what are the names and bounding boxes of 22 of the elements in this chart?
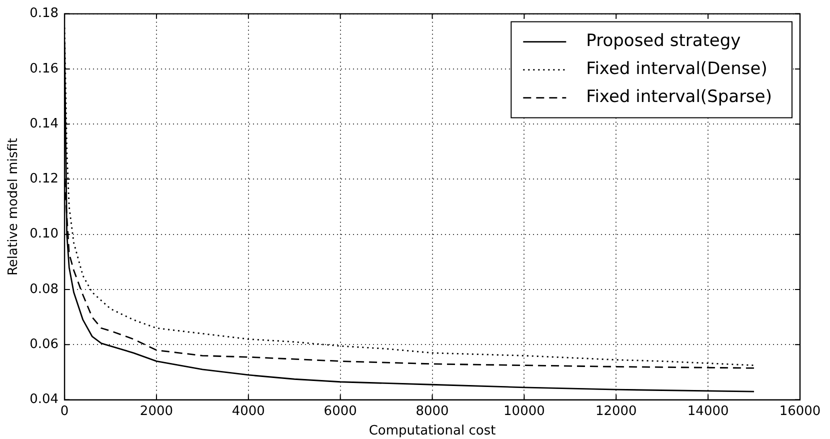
x-tick-label: 12000	[595, 404, 637, 419]
y-tick-label: 0.06	[30, 337, 59, 352]
y-tick-label: 0.16	[30, 61, 59, 76]
legend-label: Proposed strategy	[586, 31, 741, 52]
x-tick-label: 4000	[232, 404, 265, 419]
x-tick-label: 14000	[687, 404, 729, 419]
x-tick-label: 6000	[324, 404, 357, 419]
x-tick-label: 2000	[140, 404, 174, 419]
x-tick-label: 0	[60, 404, 69, 419]
legend-label: Fixed interval(Dense)	[586, 59, 768, 80]
y-tick-label: 0.12	[30, 172, 59, 187]
y-tick-label: 0.08	[30, 282, 59, 297]
y-tick-label: 0.10	[30, 226, 59, 242]
x-tick-label: 8000	[416, 404, 449, 419]
y-tick-label: 0.04	[30, 392, 59, 408]
y-tick-label: 0.18	[30, 6, 59, 22]
y-tick-label: 0.14	[30, 116, 59, 132]
y-axis-title: Relative model misfit	[6, 138, 22, 276]
x-axis-title: Computational cost	[368, 424, 496, 439]
legend-label: Fixed interval(Sparse)	[586, 87, 772, 108]
x-tick-label: 10000	[504, 404, 545, 419]
x-tick-label: 16000	[779, 404, 821, 419]
